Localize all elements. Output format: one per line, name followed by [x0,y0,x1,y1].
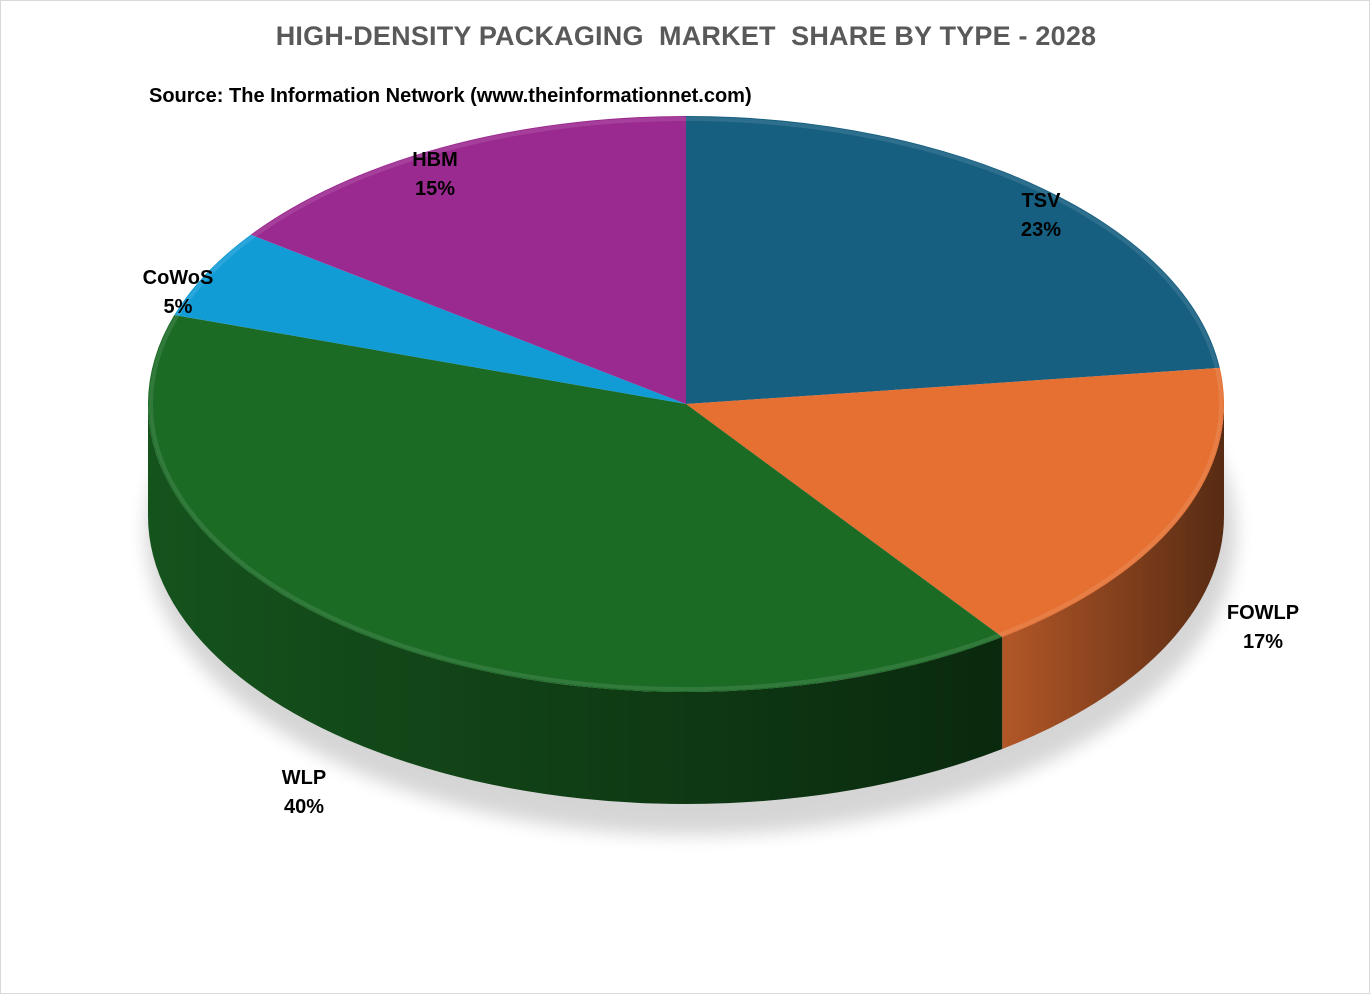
slice-label-tsv: TSV 23% [981,187,1101,245]
chart-source: Source: The Information Network (www.the… [149,85,752,107]
pie-slice-cowos [174,234,687,404]
slice-percent-cowos: 5% [163,296,193,318]
slice-name-fowlp: FOWLP [1226,602,1300,624]
slice-percent-tsv: 23% [1020,219,1062,241]
slice-name-tsv: TSV [1021,190,1061,212]
pie-slice-tsv [686,115,1220,404]
slice-label-fowlp: FOWLP 17% [1203,599,1323,657]
chart-title: HIGH-DENSITY PACKAGING MARKET SHARE BY T… [275,21,1097,51]
pie-side-fowlp [1002,404,1224,749]
pie-rim-highlight [149,117,1223,691]
pie-slice-hbm [250,115,686,404]
slice-name-wlp: WLP [281,767,327,789]
slice-label-wlp: WLP 40% [244,764,364,822]
pie-slice-fowlp [686,367,1225,637]
slice-percent-hbm: 15% [414,178,456,200]
slice-name-cowos: CoWoS [142,267,214,289]
pie-slice-wlp [147,315,1003,693]
slice-percent-wlp: 40% [283,796,325,818]
slice-label-cowos: CoWoS 5% [118,264,238,322]
slice-name-hbm: HBM [412,149,458,171]
pie-side-wlp [148,404,1003,804]
slice-percent-fowlp: 17% [1242,631,1284,653]
slice-label-hbm: HBM 15% [375,146,495,204]
